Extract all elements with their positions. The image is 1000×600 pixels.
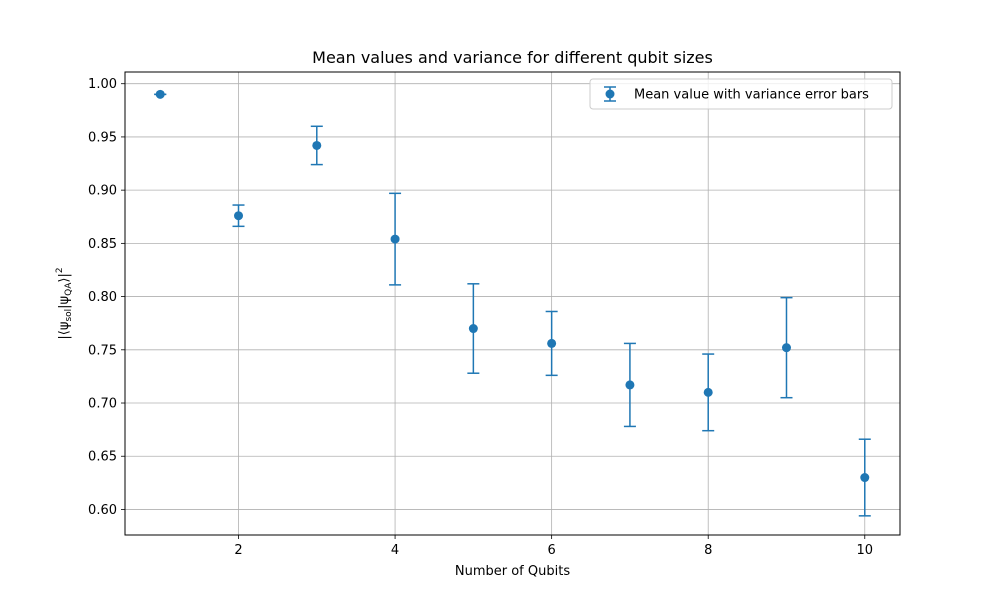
plot-frame	[124, 71, 901, 536]
data-point	[703, 387, 713, 397]
y-axis-label-sub2: QA	[64, 282, 74, 296]
y-axis-label: |⟨ψsol|ψQA⟩|2	[55, 267, 74, 339]
y-tick-label: 0.65	[88, 450, 117, 465]
chart-title: Mean values and variance for different q…	[312, 48, 713, 67]
y-tick-label: 0.90	[88, 184, 117, 199]
y-tick-label: 0.75	[88, 343, 117, 358]
x-tick-label: 2	[234, 543, 242, 558]
data-point	[155, 89, 165, 99]
y-tick-label: 1.00	[88, 77, 117, 92]
x-tick-label: 8	[704, 543, 712, 558]
y-axis-label-close: ⟩|	[57, 273, 72, 282]
y-axis-label-mid: |ψ	[57, 296, 72, 309]
ticks: 2 4 6 8 10 0.60 0.65 0.70 0.75 0.80 0.85 0.90 0.95 1.…	[88, 77, 873, 558]
x-tick-label: 6	[548, 543, 556, 558]
data-point	[625, 380, 635, 390]
data-point	[860, 473, 870, 483]
x-tick-label: 10	[856, 543, 873, 558]
data-point	[234, 211, 244, 221]
data-point	[312, 140, 322, 150]
series-layer	[154, 89, 871, 517]
legend: Mean value with variance error bars	[589, 78, 893, 110]
legend-box	[589, 78, 893, 110]
y-axis-label-prefix: |⟨ψ	[57, 322, 72, 340]
grid	[125, 72, 900, 535]
y-axis-label-sub1: sol	[64, 309, 74, 322]
data-point	[390, 234, 400, 244]
legend-marker	[604, 86, 616, 102]
data-point	[468, 324, 478, 334]
x-tick-label: 4	[391, 543, 399, 558]
legend-label: Mean value with variance error bars	[634, 88, 869, 103]
y-tick-label: 0.70	[88, 397, 117, 412]
y-tick-label: 0.80	[88, 290, 117, 305]
data-point	[781, 343, 791, 353]
y-axis-label-sup: 2	[55, 267, 65, 273]
y-tick-label: 0.60	[88, 503, 117, 518]
y-tick-label: 0.95	[88, 130, 117, 145]
legend-point	[605, 89, 615, 99]
data-point	[547, 338, 557, 348]
y-tick-label: 0.85	[88, 237, 117, 252]
x-axis-label: Number of Qubits	[455, 564, 570, 579]
